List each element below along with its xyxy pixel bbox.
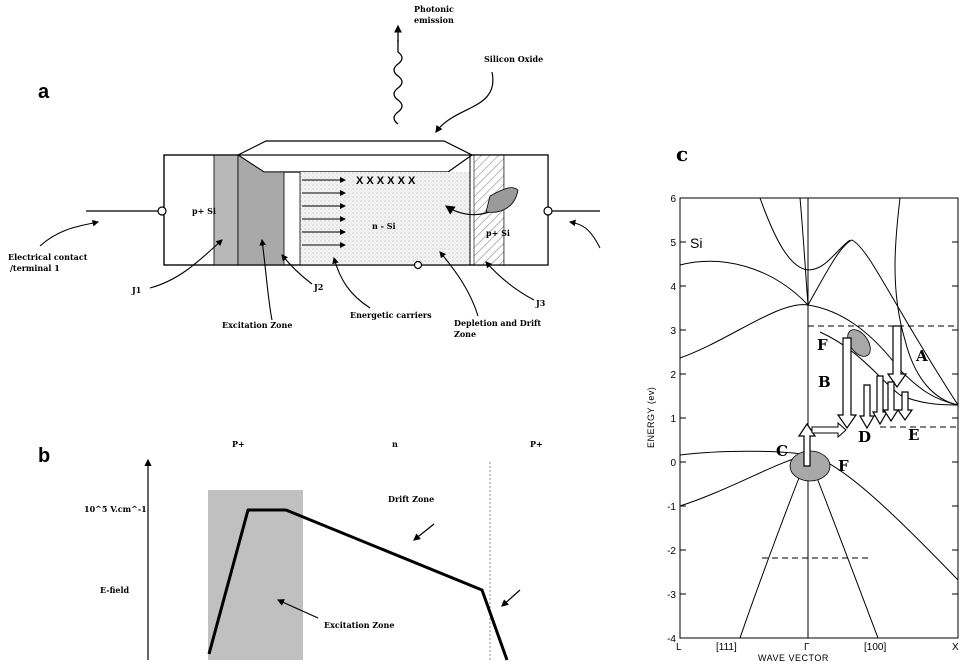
bottom-contact-terminal xyxy=(413,260,423,270)
y-tick-label: 6 xyxy=(670,194,676,205)
n-si-label: n - Si xyxy=(372,221,396,231)
y-tick-label: 5 xyxy=(670,238,676,249)
photon-emission-label-2: emission xyxy=(414,15,454,25)
x-tick-gamma: Γ xyxy=(804,642,810,653)
silicon-oxide-arrow xyxy=(435,71,494,133)
panel-b: b P+ n P+ 10^5 V.cm^-1 E-field Drift Zon… xyxy=(38,439,543,661)
y-tick-label: 4 xyxy=(670,282,676,293)
drift-zone-label: Drift Zone xyxy=(388,494,434,504)
y-tick-label: 1 xyxy=(670,414,676,425)
silicon-oxide-layer xyxy=(236,140,474,173)
energetic-carriers-arrow xyxy=(332,256,371,309)
x-tick-111: [111] xyxy=(716,642,737,653)
drift-zone-arrow xyxy=(413,523,435,541)
marker-A: A xyxy=(915,347,928,365)
y-axis-title: ENERGY (ev) xyxy=(646,387,656,448)
panel-a: a Photonic emission Silicon Oxide xyxy=(8,4,601,339)
y-tick-label: -1 xyxy=(667,502,676,513)
marker-D: D xyxy=(858,428,871,446)
y-tick-label: 2 xyxy=(670,370,676,381)
x-tick-L: L xyxy=(676,642,682,653)
j2-arrow xyxy=(281,254,313,285)
f-top-ellipse xyxy=(847,329,871,357)
electrical-contact-label-1: Electrical contact xyxy=(8,252,88,262)
y-tick-labels: 6 5 4 3 2 1 0 -1 -2 -3 -4 xyxy=(667,194,676,645)
excitation-zone-label: Excitation Zone xyxy=(222,320,292,330)
j1-region xyxy=(213,154,239,266)
depletion-drift-arrow xyxy=(439,251,479,317)
excitation-zone-b-arrow xyxy=(276,599,319,619)
j3-arrow xyxy=(485,261,535,301)
region-p-left-label: P+ xyxy=(232,439,245,449)
y-tick-label: -2 xyxy=(667,546,676,557)
electrical-contact-arrow xyxy=(39,219,100,247)
marker-C: C xyxy=(776,442,788,460)
marker-F-bottom: F xyxy=(838,457,849,475)
excitation-zone-shading xyxy=(208,490,303,660)
photon-wave-icon xyxy=(393,40,403,125)
efield-ylabel: E-field xyxy=(100,585,130,595)
x-tick-X: X xyxy=(952,642,959,653)
j3-label: J3 xyxy=(535,298,546,308)
junction-arrow xyxy=(501,589,521,607)
region-n-label: n xyxy=(392,439,398,449)
excitation-zone-b-label: Excitation Zone xyxy=(324,620,394,630)
efield-profile-line xyxy=(207,508,509,661)
depletion-drift-label-1: Depletion and Drift xyxy=(454,318,541,328)
y-tick-label: -3 xyxy=(667,590,676,601)
panel-c-letter: c xyxy=(676,142,688,166)
panel-b-letter: b xyxy=(38,445,50,467)
j1-arrow xyxy=(149,239,223,289)
transition-arrows xyxy=(797,325,914,467)
excitation-zone-arrow xyxy=(259,238,273,321)
left-contact-terminal xyxy=(157,206,167,216)
x-tick-100: [100] xyxy=(864,642,886,653)
j2-label: J2 xyxy=(313,282,323,292)
energetic-carriers-label: Energetic carriers xyxy=(350,310,432,320)
right-contact-terminal xyxy=(543,206,553,216)
region-p-right-label: P+ xyxy=(530,439,543,449)
y-tick-label: 3 xyxy=(670,326,676,337)
silicon-oxide-label: Silicon Oxide xyxy=(484,54,543,64)
photon-emission-label-1: Photonic xyxy=(414,4,454,14)
p-left-label: p+ Si xyxy=(192,206,216,216)
x-marks: X X X X X X xyxy=(356,175,416,187)
y-tick-label: 0 xyxy=(670,458,676,469)
y-tick-marks xyxy=(680,197,958,639)
marker-B: B xyxy=(818,373,831,391)
material-label: Si xyxy=(690,235,702,251)
carrier-arrows xyxy=(302,177,346,248)
reverse-flow-shape xyxy=(485,187,519,213)
band-plot-frame xyxy=(679,197,959,639)
excitation-zone-region xyxy=(237,154,285,266)
x-axis-title: WAVE VECTOR xyxy=(758,653,829,663)
c-horizontal-arrow xyxy=(811,421,847,439)
panel-a-letter: a xyxy=(38,81,50,103)
right-terminal-arrow xyxy=(568,219,601,249)
electrical-contact-label-2: /terminal 1 xyxy=(10,263,60,273)
depletion-drift-label-2: Zone xyxy=(454,329,476,339)
p-right-label: p+ Si xyxy=(486,228,510,238)
marker-E: E xyxy=(908,426,919,444)
marker-F-top: F xyxy=(817,336,828,354)
y-tick-label: -4 xyxy=(667,634,676,645)
panel-c: c 6 5 4 3 2 1 0 -1 -2 -3 -4 L [111] Γ [100] X WAVE… xyxy=(646,142,959,663)
j1-label: J1 xyxy=(131,285,141,295)
field-level-label: 10^5 V.cm^-1 xyxy=(84,504,147,514)
